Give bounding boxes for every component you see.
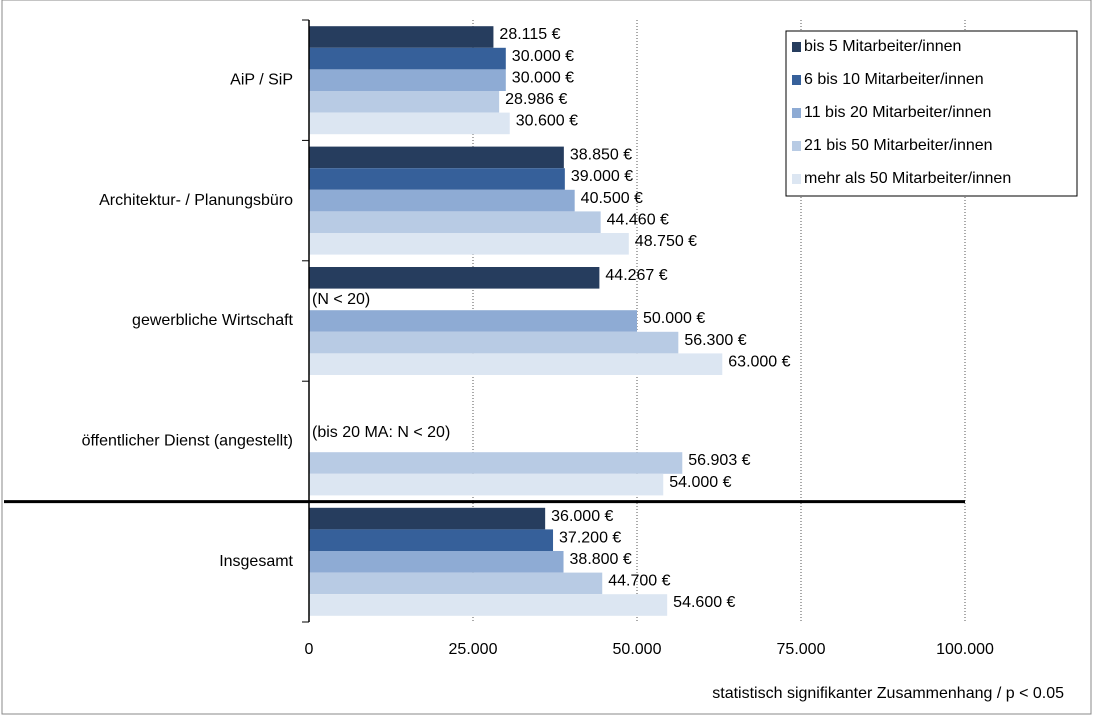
value-label: 39.000 € xyxy=(571,168,633,185)
bar xyxy=(309,211,601,233)
bar xyxy=(309,112,510,135)
bar xyxy=(309,69,506,91)
bar xyxy=(309,91,500,113)
footnote: statistisch signifikanter Zusammenhang /… xyxy=(712,685,1064,702)
x-tick-label: 0 xyxy=(305,641,314,658)
x-tick-label: 50.000 xyxy=(613,641,662,658)
x-tick-label: 100.000 xyxy=(936,641,994,658)
x-tick-label: 75.000 xyxy=(777,641,826,658)
value-label: 37.200 € xyxy=(559,529,621,546)
value-label: 40.500 € xyxy=(581,190,643,207)
value-label: 30.000 € xyxy=(512,69,574,86)
bar xyxy=(309,473,664,496)
value-label: 44.267 € xyxy=(605,267,667,284)
legend-label: bis 5 Mitarbeiter/innen xyxy=(804,38,961,55)
value-label: 56.300 € xyxy=(684,332,746,349)
bar xyxy=(309,594,668,616)
bar xyxy=(309,452,683,474)
x-tick-label: 25.000 xyxy=(449,641,498,658)
annotation: (bis 20 MA: N < 20) xyxy=(312,424,450,441)
bar xyxy=(309,146,564,169)
legend-swatch xyxy=(792,108,801,118)
value-label: 63.000 € xyxy=(728,353,790,370)
value-label: 28.986 € xyxy=(505,91,567,108)
legend-swatch xyxy=(792,42,801,52)
bar xyxy=(309,529,554,551)
legend-label: 6 bis 10 Mitarbeiter/innen xyxy=(804,71,984,88)
value-label: 50.000 € xyxy=(643,310,705,327)
y-tick-label: Architektur- / Planungsbüro xyxy=(99,192,293,209)
y-tick-label: gewerbliche Wirtschaft xyxy=(132,312,294,329)
legend-label: 11 bis 20 Mitarbeiter/innen xyxy=(804,104,991,121)
y-tick-label: AiP / SiP xyxy=(230,71,293,88)
bar xyxy=(309,26,494,48)
bar xyxy=(309,189,575,212)
bar xyxy=(309,267,600,289)
value-label: 54.600 € xyxy=(673,594,735,611)
value-label: 54.000 € xyxy=(669,474,731,491)
value-label: 28.115 € xyxy=(499,26,560,43)
legend-swatch xyxy=(792,174,801,184)
value-label: 30.600 € xyxy=(516,113,578,130)
legend-swatch xyxy=(792,141,801,151)
value-label: 38.850 € xyxy=(570,147,632,164)
value-label: 44.700 € xyxy=(608,573,670,590)
value-label: 56.903 € xyxy=(688,452,750,469)
legend-box xyxy=(785,30,1078,197)
value-label: 36.000 € xyxy=(551,508,613,525)
bar xyxy=(309,572,603,595)
bar xyxy=(309,331,679,354)
value-label: 38.800 € xyxy=(570,551,632,568)
bar xyxy=(309,353,723,375)
bar xyxy=(309,507,546,530)
bar xyxy=(309,168,565,190)
legend-swatch xyxy=(792,75,801,85)
legend-label: mehr als 50 Mitarbeiter/innen xyxy=(804,170,1011,187)
value-label: 44.460 € xyxy=(607,211,669,228)
bar xyxy=(309,551,564,573)
bar xyxy=(309,310,637,332)
y-tick-label: öffentlicher Dienst (angestellt) xyxy=(82,433,293,450)
bar xyxy=(309,47,506,70)
y-tick-label: Insgesamt xyxy=(219,553,293,570)
legend-label: 21 bis 50 Mitarbeiter/innen xyxy=(804,137,993,154)
annotation: (N < 20) xyxy=(312,291,370,308)
value-label: 30.000 € xyxy=(512,48,574,65)
value-label: 48.750 € xyxy=(635,233,697,250)
bar xyxy=(309,233,629,255)
